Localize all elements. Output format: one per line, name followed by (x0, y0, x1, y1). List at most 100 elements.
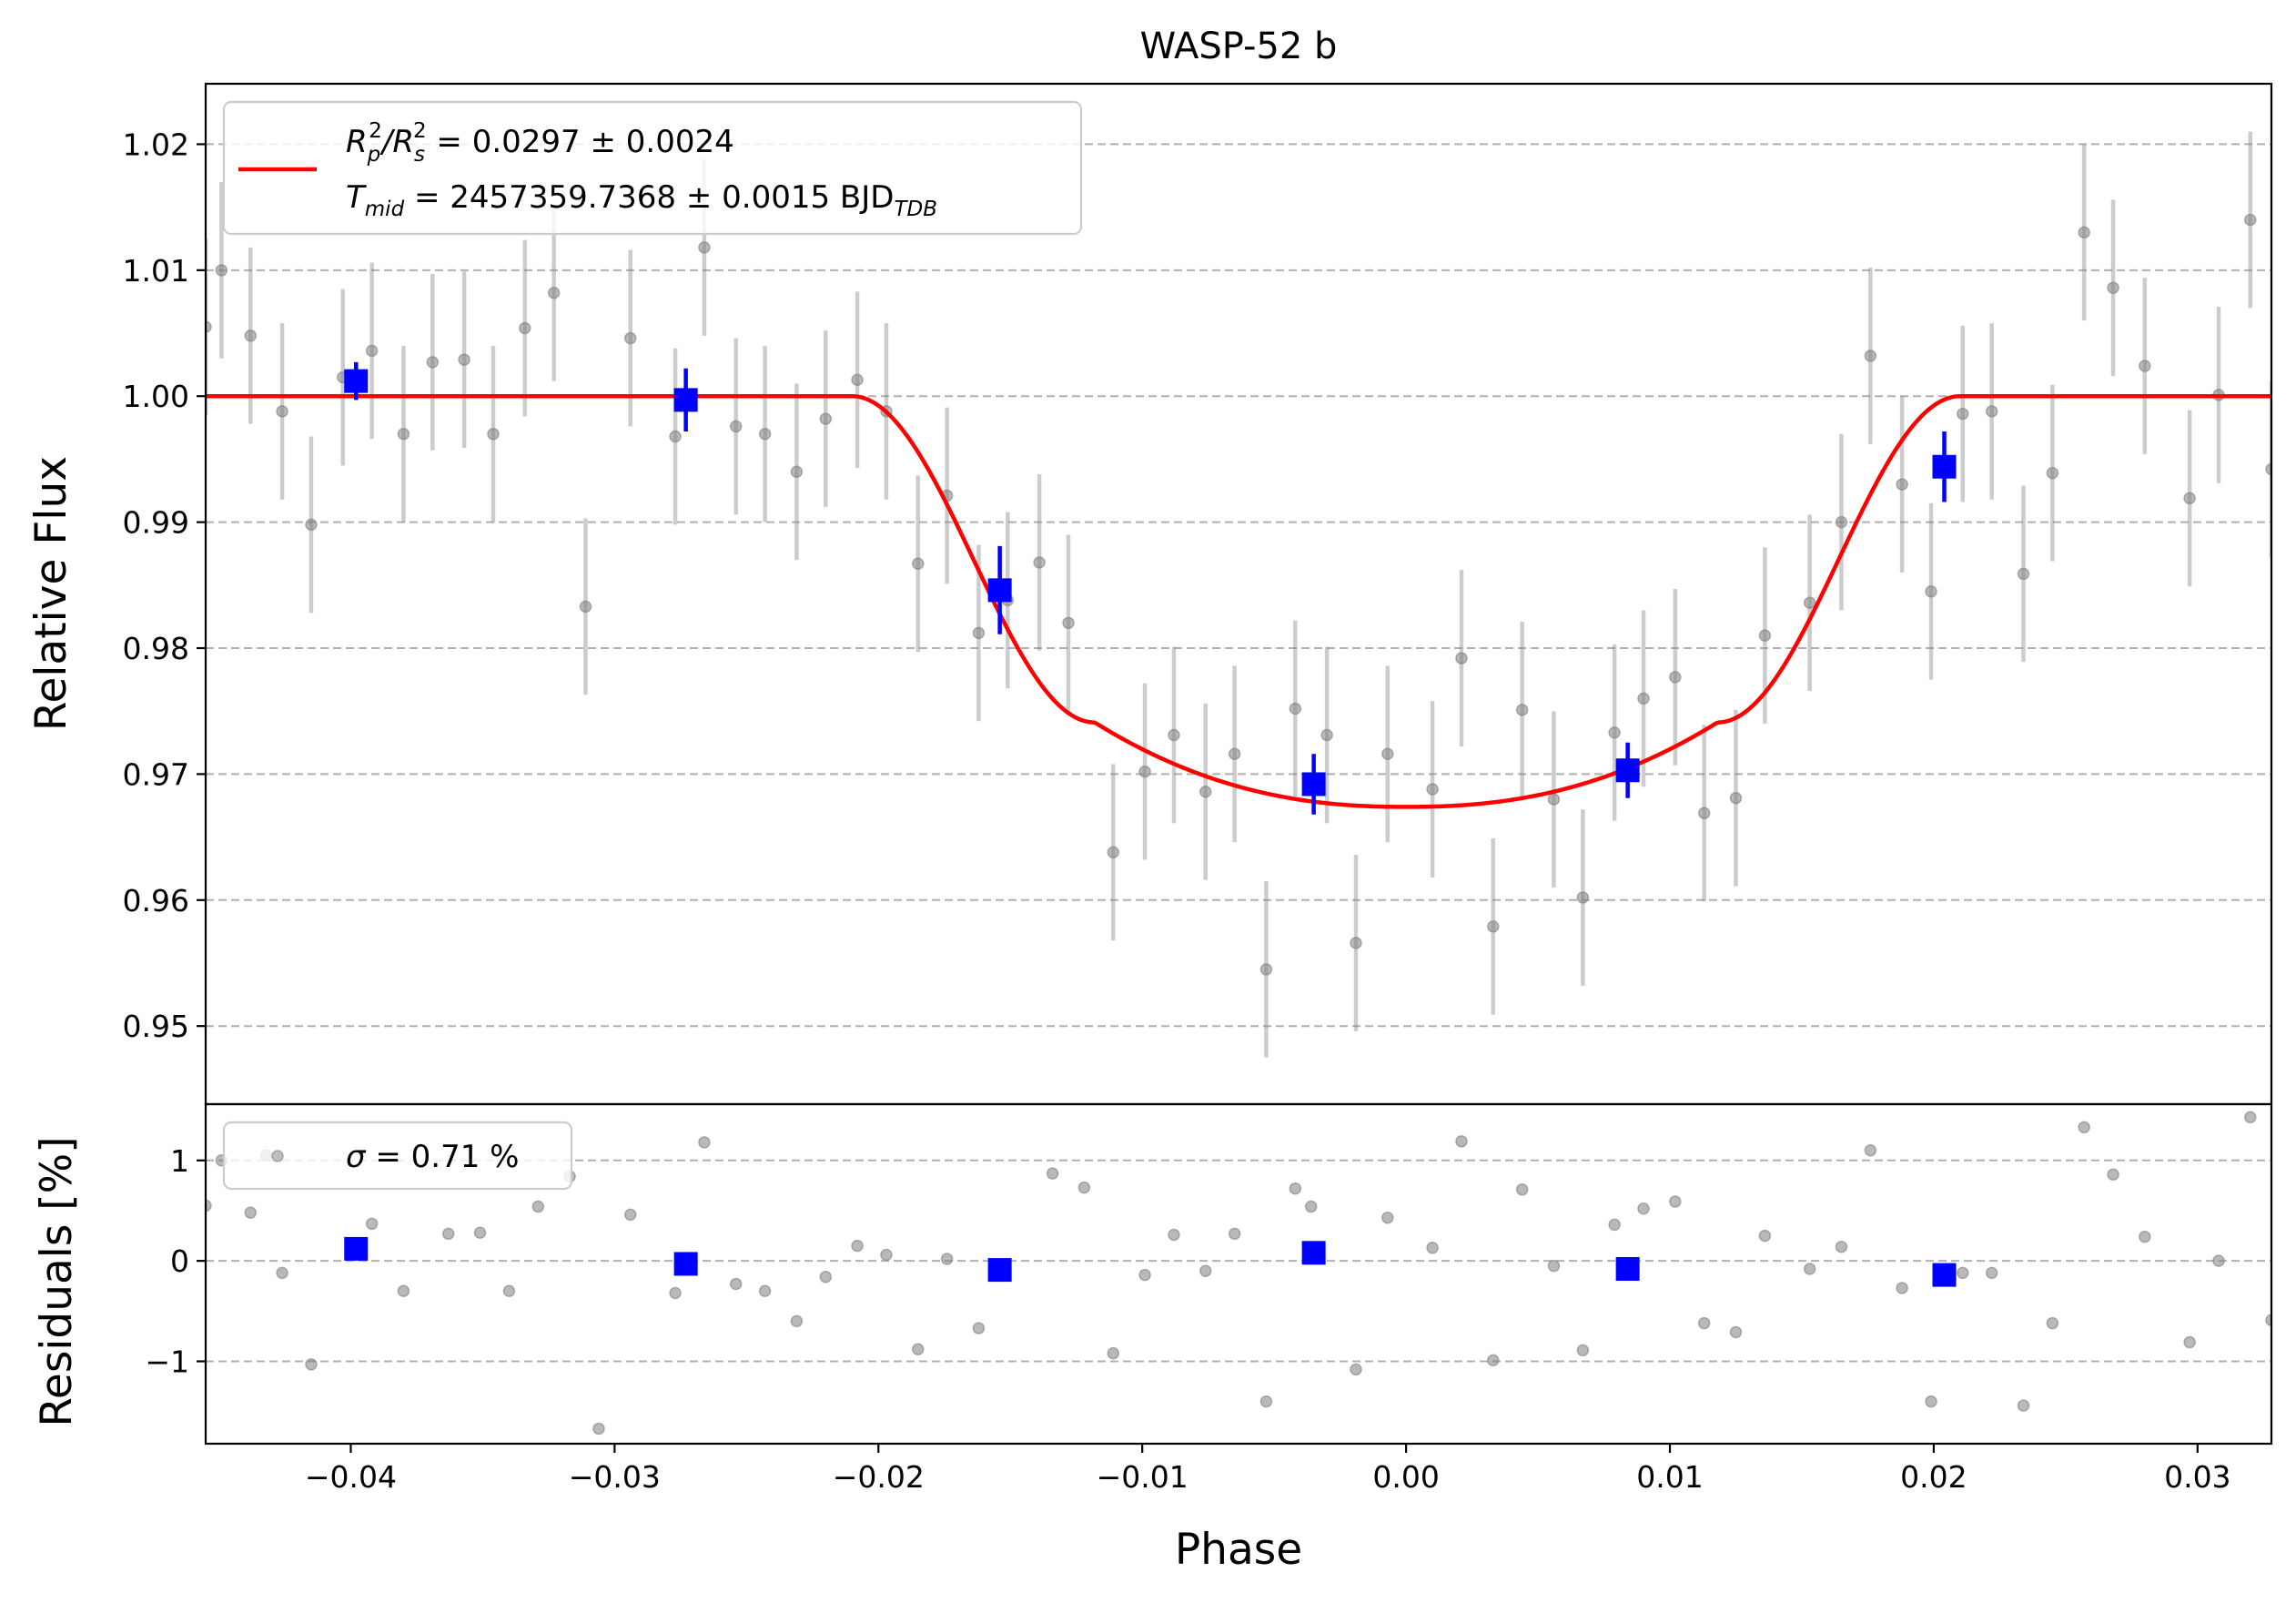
residuals-axes-frame (204, 1102, 2273, 1446)
residual-data-point (698, 1136, 711, 1149)
residual-data-point (790, 1314, 804, 1328)
residual-binned-point (987, 1258, 1012, 1283)
residual-data-point (2265, 1314, 2271, 1327)
residual-data-point (1697, 1316, 1711, 1330)
residual-data-point (1515, 1183, 1529, 1196)
flux-legend-box (222, 100, 1083, 236)
flux-data-point (2265, 462, 2271, 476)
residual-data-point (1289, 1182, 1302, 1195)
flux-y-axis-label: Relative Flux (26, 456, 76, 731)
x-axis-label: Phase (1175, 1525, 1302, 1575)
residual-data-point (1046, 1167, 1059, 1180)
residuals-y-tick-label: 1 (170, 1143, 189, 1179)
residual-data-point (1455, 1135, 1468, 1148)
flux-panel: 0.95 0.96 0.97 0.98 0.99 1.00 1.01 1.02 Relativ… (26, 82, 2273, 1106)
legend-depth-text: Rp2/Rs2 = 0.0297 ± 0.0024 (346, 119, 734, 167)
flux-data-point (1729, 791, 1743, 805)
residual-data-point (819, 1271, 833, 1283)
flux-data-point (1199, 786, 1212, 798)
flux-data-point (2139, 360, 2151, 372)
flux-binned-point (1301, 772, 1326, 796)
residuals-panel: −1 0 1 Residuals [%] σ = 0.71 % (32, 1102, 2273, 1446)
residual-data-point (531, 1200, 545, 1213)
residuals-data-points (206, 1111, 2271, 1436)
x-tick-label: −0.01 (1097, 1459, 1188, 1495)
flux-data-point (2183, 492, 2196, 505)
flux-binned-points (344, 361, 1957, 815)
residual-data-point (1228, 1227, 1241, 1241)
residual-data-point (1350, 1363, 1362, 1376)
flux-data-point (1062, 616, 1075, 630)
flux-data-point (276, 405, 288, 418)
flux-data-point (215, 264, 228, 277)
x-tick-label: 0.01 (1636, 1459, 1703, 1495)
residual-data-point (1758, 1229, 1772, 1243)
residual-data-point (912, 1343, 925, 1356)
flux-y-tick-label: 1.01 (123, 253, 189, 289)
flux-data-point (1487, 920, 1500, 933)
residual-data-point (206, 1199, 212, 1212)
x-tick-label: 0.02 (1900, 1459, 1967, 1495)
flux-data-point (487, 427, 500, 441)
residual-data-point (244, 1206, 258, 1219)
residual-data-point (1669, 1195, 1682, 1208)
residual-data-point (1925, 1395, 1937, 1408)
residual-data-point (1576, 1344, 1590, 1357)
residual-data-point (1304, 1200, 1318, 1213)
residual-data-point (1168, 1228, 1180, 1242)
flux-binned-point (1615, 758, 1640, 783)
residual-data-point (1864, 1144, 1877, 1157)
residual-data-point (972, 1322, 986, 1334)
flux-data-point (1320, 728, 1333, 742)
flux-data-point (624, 331, 637, 345)
residual-data-point (2078, 1121, 2090, 1134)
flux-data-point (2017, 567, 2030, 581)
flux-data-point (1259, 963, 1273, 976)
flux-data-point (790, 465, 804, 479)
flux-data-point (851, 373, 864, 386)
x-tick-label: −0.03 (569, 1459, 661, 1495)
flux-data-point (2046, 466, 2059, 480)
residual-data-point (1547, 1259, 1561, 1273)
flux-y-tick-label: 0.98 (123, 631, 189, 666)
flux-binned-point (987, 578, 1012, 603)
flux-data-point (912, 557, 925, 571)
residual-data-point (1487, 1354, 1500, 1367)
flux-data-point (1138, 765, 1151, 778)
flux-data-point (698, 241, 711, 254)
flux-binned-point (344, 369, 369, 393)
residual-data-point (2046, 1316, 2059, 1330)
chart-title: WASP-52 b (1140, 25, 1338, 67)
residual-data-point (1199, 1264, 1212, 1277)
flux-data-point (458, 353, 470, 366)
flux-data-points (206, 213, 2271, 976)
flux-data-point (397, 427, 410, 441)
flux-data-point (579, 600, 592, 614)
residual-data-point (1896, 1282, 1908, 1294)
residual-binned-point (1615, 1256, 1640, 1281)
residual-data-point (1957, 1266, 1969, 1280)
residual-data-point (2212, 1254, 2225, 1267)
flux-data-point (206, 320, 212, 333)
residual-data-point (624, 1208, 637, 1222)
flux-data-point (1426, 783, 1439, 796)
residuals-y-axis-label: Residuals [%] (32, 1136, 82, 1426)
flux-data-point (1515, 704, 1529, 716)
flux-plot-area (206, 131, 2271, 1058)
residuals-legend-box (222, 1121, 573, 1191)
flux-data-point (1350, 937, 1362, 949)
flux-data-point (305, 518, 318, 532)
residual-data-point (1107, 1346, 1120, 1360)
flux-y-tick-label: 0.97 (123, 756, 189, 792)
flux-data-point (758, 427, 772, 441)
flux-data-point (1864, 350, 1877, 362)
x-tick-label: −0.02 (833, 1459, 925, 1495)
residual-binned-point (1932, 1263, 1957, 1287)
flux-data-point (244, 330, 258, 342)
residuals-y-tick-label: −1 (145, 1344, 189, 1380)
residuals-legend: σ = 0.71 % (222, 1121, 573, 1191)
residuals-plot-area (206, 1111, 2271, 1436)
residual-data-point (1608, 1218, 1621, 1232)
residual-data-point (1985, 1266, 1998, 1280)
